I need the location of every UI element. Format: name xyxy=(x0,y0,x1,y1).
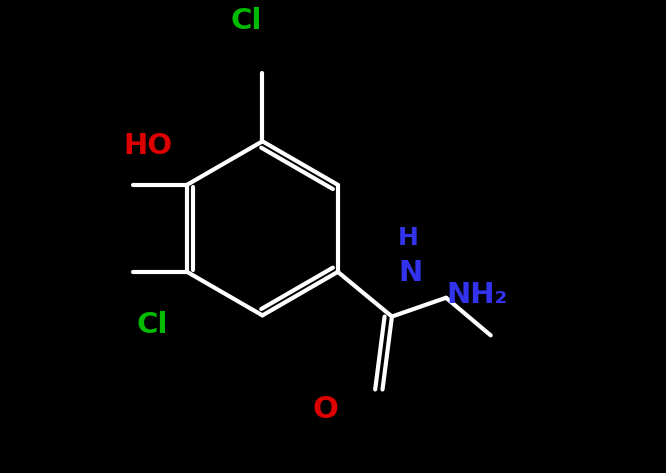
Text: O: O xyxy=(312,395,338,424)
Text: Cl: Cl xyxy=(230,8,262,35)
Text: N: N xyxy=(398,259,422,287)
Text: Cl: Cl xyxy=(137,311,168,339)
Text: NH₂: NH₂ xyxy=(446,281,507,309)
Text: HO: HO xyxy=(124,132,172,160)
Text: H: H xyxy=(398,226,419,250)
